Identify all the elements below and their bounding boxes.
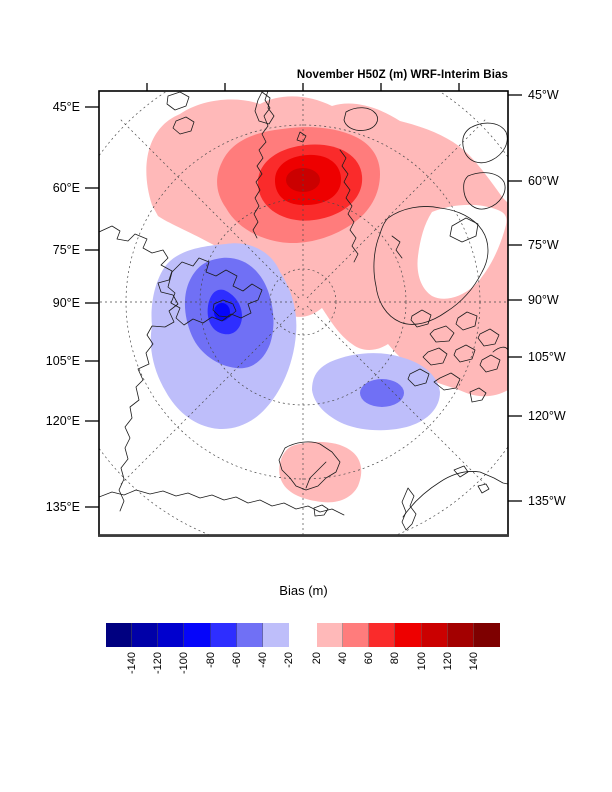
colorbar-tick-label: -40 bbox=[256, 652, 269, 668]
colorbar-cell bbox=[343, 623, 370, 647]
colorbar-tick-label: -80 bbox=[204, 652, 217, 668]
right-axis-label: 45°W bbox=[528, 88, 559, 102]
colorbar-tick-label: -140 bbox=[126, 652, 139, 675]
colorbar-cell bbox=[317, 623, 344, 647]
left-axis-label: 60°E bbox=[52, 181, 80, 195]
colorbar-cell bbox=[158, 623, 185, 647]
contour-positive-scandinavia bbox=[279, 441, 362, 503]
colorbar-positive-segment bbox=[317, 623, 500, 647]
colorbar-cell bbox=[395, 623, 422, 647]
colorbar-tick-label: -120 bbox=[152, 652, 165, 675]
right-axis-label: 135°W bbox=[528, 494, 566, 508]
colorbar-tick-label: 60 bbox=[363, 652, 376, 665]
colorbar-tick-label: 40 bbox=[337, 652, 350, 665]
left-axis-label: 90°E bbox=[52, 296, 80, 310]
map-title: November H50Z (m) WRF-Interim Bias bbox=[296, 69, 508, 81]
graticule bbox=[99, 91, 508, 536]
colorbar-cell bbox=[132, 623, 159, 647]
right-axis-label: 90°W bbox=[528, 293, 559, 307]
colorbar-tick-label: 140 bbox=[467, 652, 480, 671]
right-axis-label: 75°W bbox=[528, 238, 559, 252]
colorbar-tick-label: -100 bbox=[178, 652, 191, 675]
right-axis-label: 105°W bbox=[528, 350, 566, 364]
left-axis-label: 75°E bbox=[52, 243, 80, 257]
colorbar-cell bbox=[447, 623, 474, 647]
colorbar-cell bbox=[473, 623, 500, 647]
colorbar-tick-label: -60 bbox=[230, 652, 243, 668]
left-axis-label: 45°E bbox=[52, 100, 80, 114]
colorbar-tick-label: 100 bbox=[415, 652, 428, 671]
colorbar-cell bbox=[184, 623, 211, 647]
colorbar-tick-label: 120 bbox=[441, 652, 454, 671]
colorbar-tick-label: -20 bbox=[283, 652, 295, 668]
contour-negative-80-100 bbox=[214, 303, 230, 321]
colorbar-cell bbox=[210, 623, 237, 647]
left-axis-label: 105°E bbox=[45, 354, 80, 368]
contour-white-notch bbox=[417, 204, 507, 299]
coastlines bbox=[99, 91, 508, 531]
colorbar-cell bbox=[421, 623, 448, 647]
contour-negative-secondary-40-60 bbox=[360, 379, 404, 407]
colorbar-cell bbox=[262, 623, 289, 647]
colorbar-negative-segment bbox=[106, 623, 289, 647]
colorbar-title: Bias (m) bbox=[279, 583, 328, 598]
colorbar-tick-label: 20 bbox=[311, 652, 323, 665]
colorbar-cell bbox=[106, 623, 133, 647]
colorbar-tick-label: 80 bbox=[389, 652, 402, 665]
left-axis-label: 135°E bbox=[45, 500, 80, 514]
colorbar-cell bbox=[236, 623, 263, 647]
axis-ticks bbox=[85, 83, 522, 508]
right-axis-label: 60°W bbox=[528, 174, 559, 188]
left-axis-label: 120°E bbox=[45, 414, 80, 428]
colorbar-cell bbox=[369, 623, 396, 647]
right-axis-label: 120°W bbox=[528, 409, 566, 423]
